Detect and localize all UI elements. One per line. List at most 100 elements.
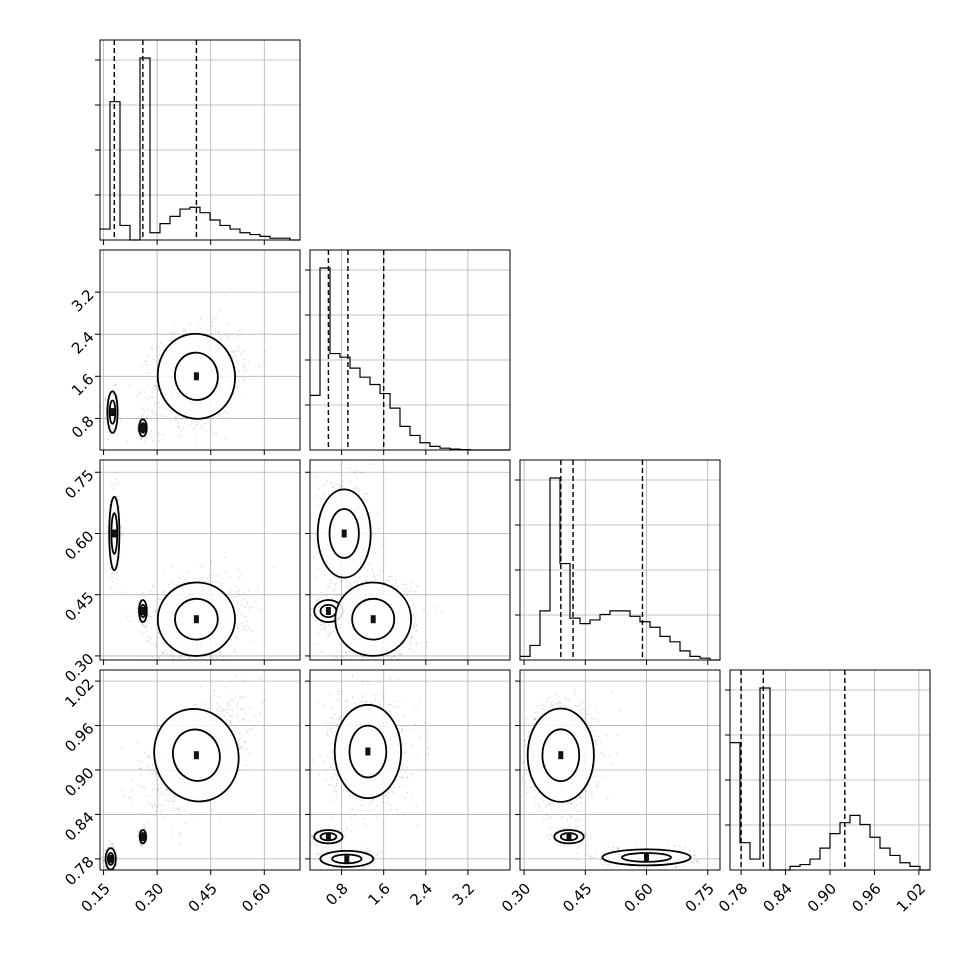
scatter-point xyxy=(117,873,119,875)
scatter-point xyxy=(236,602,239,604)
scatter-point xyxy=(366,570,369,573)
scatter-point xyxy=(177,425,180,428)
scatter-point xyxy=(197,668,199,670)
scatter-point xyxy=(199,328,202,330)
scatter-point xyxy=(138,435,141,438)
scatter-point xyxy=(413,603,415,605)
scatter-point xyxy=(176,583,179,586)
scatter-point xyxy=(147,423,149,425)
scatter-point xyxy=(185,331,188,334)
scatter-point xyxy=(154,388,156,391)
scatter-point xyxy=(153,403,156,406)
scatter-point xyxy=(333,576,336,578)
scatter-point xyxy=(308,613,310,615)
scatter-point xyxy=(126,439,129,442)
scatter-point xyxy=(182,330,185,332)
scatter-point xyxy=(233,648,236,651)
scatter-points xyxy=(306,460,443,666)
scatter-point xyxy=(402,583,404,586)
scatter-point xyxy=(146,417,148,420)
scatter-point xyxy=(234,360,237,363)
scatter-point xyxy=(152,387,154,389)
scatter-panel-2-1 xyxy=(305,459,511,666)
scatter-point xyxy=(139,594,142,597)
scatter-point xyxy=(341,485,344,487)
scatter-point xyxy=(207,667,209,669)
scatter-point xyxy=(326,588,329,591)
scatter-point xyxy=(112,576,115,579)
scatter-point xyxy=(138,842,141,845)
scatter-point xyxy=(104,849,107,852)
scatter-point xyxy=(339,464,342,466)
scatter-point xyxy=(345,664,347,666)
scatter-point xyxy=(413,626,416,629)
scatter-point xyxy=(235,386,238,389)
density-peak xyxy=(193,372,199,381)
scatter-point xyxy=(248,607,251,610)
scatter-point xyxy=(178,656,180,658)
scatter-point xyxy=(232,596,235,599)
scatter-point xyxy=(165,408,168,411)
panel-frame xyxy=(729,669,931,871)
histogram-panel-3 xyxy=(725,669,931,875)
scatter-point xyxy=(108,504,111,507)
scatter-point xyxy=(244,394,247,396)
scatter-point xyxy=(333,627,336,629)
scatter-point xyxy=(318,599,321,601)
scatter-point xyxy=(199,419,201,422)
scatter-point xyxy=(335,483,337,486)
scatter-point xyxy=(228,575,231,578)
scatter-point xyxy=(218,331,220,333)
scatter-point xyxy=(415,624,418,627)
scatter-point xyxy=(412,615,414,617)
scatter-point xyxy=(174,583,176,586)
scatter-point xyxy=(199,565,201,568)
scatter-point xyxy=(344,650,347,653)
scatter-point xyxy=(353,472,356,474)
scatter-point xyxy=(127,797,130,799)
scatter-point xyxy=(115,478,117,481)
scatter-point xyxy=(144,825,147,828)
scatter-point xyxy=(313,557,315,559)
scatter-point xyxy=(148,622,151,624)
scatter-point xyxy=(235,366,238,369)
scatter-point xyxy=(206,577,209,580)
scatter-point xyxy=(231,350,234,353)
scatter-point xyxy=(324,574,326,576)
scatter-point xyxy=(212,574,215,577)
scatter-point xyxy=(155,413,158,416)
scatter-point xyxy=(200,318,203,321)
scatter-point xyxy=(381,545,384,548)
scatter-point xyxy=(363,497,366,500)
scatter-point xyxy=(230,288,233,290)
scatter-point xyxy=(180,435,183,438)
scatter-point xyxy=(260,608,263,611)
scatter-point xyxy=(413,623,415,626)
scatter-point xyxy=(328,585,330,587)
scatter-point xyxy=(237,607,240,610)
scatter-point xyxy=(113,433,116,435)
scatter-point xyxy=(173,333,176,336)
scatter-point xyxy=(365,580,367,583)
scatter-point xyxy=(142,592,145,595)
scatter-point xyxy=(306,504,308,506)
scatter-point xyxy=(314,620,317,622)
scatter-point xyxy=(139,436,142,439)
scatter-point xyxy=(316,599,319,601)
scatter-point xyxy=(341,655,344,658)
scatter-point xyxy=(194,577,197,580)
density-peak xyxy=(140,423,146,432)
scatter-point xyxy=(229,596,232,598)
scatter-point xyxy=(141,415,144,417)
scatter-point xyxy=(320,591,323,594)
panel-frame xyxy=(309,459,511,661)
scatter-point xyxy=(110,842,113,845)
scatter-point xyxy=(137,834,140,837)
scatter-point xyxy=(172,655,175,658)
scatter-point xyxy=(390,657,392,660)
scatter-point xyxy=(219,652,221,654)
scatter-point xyxy=(396,652,399,655)
scatter-point xyxy=(167,583,170,586)
scatter-point xyxy=(104,420,107,423)
